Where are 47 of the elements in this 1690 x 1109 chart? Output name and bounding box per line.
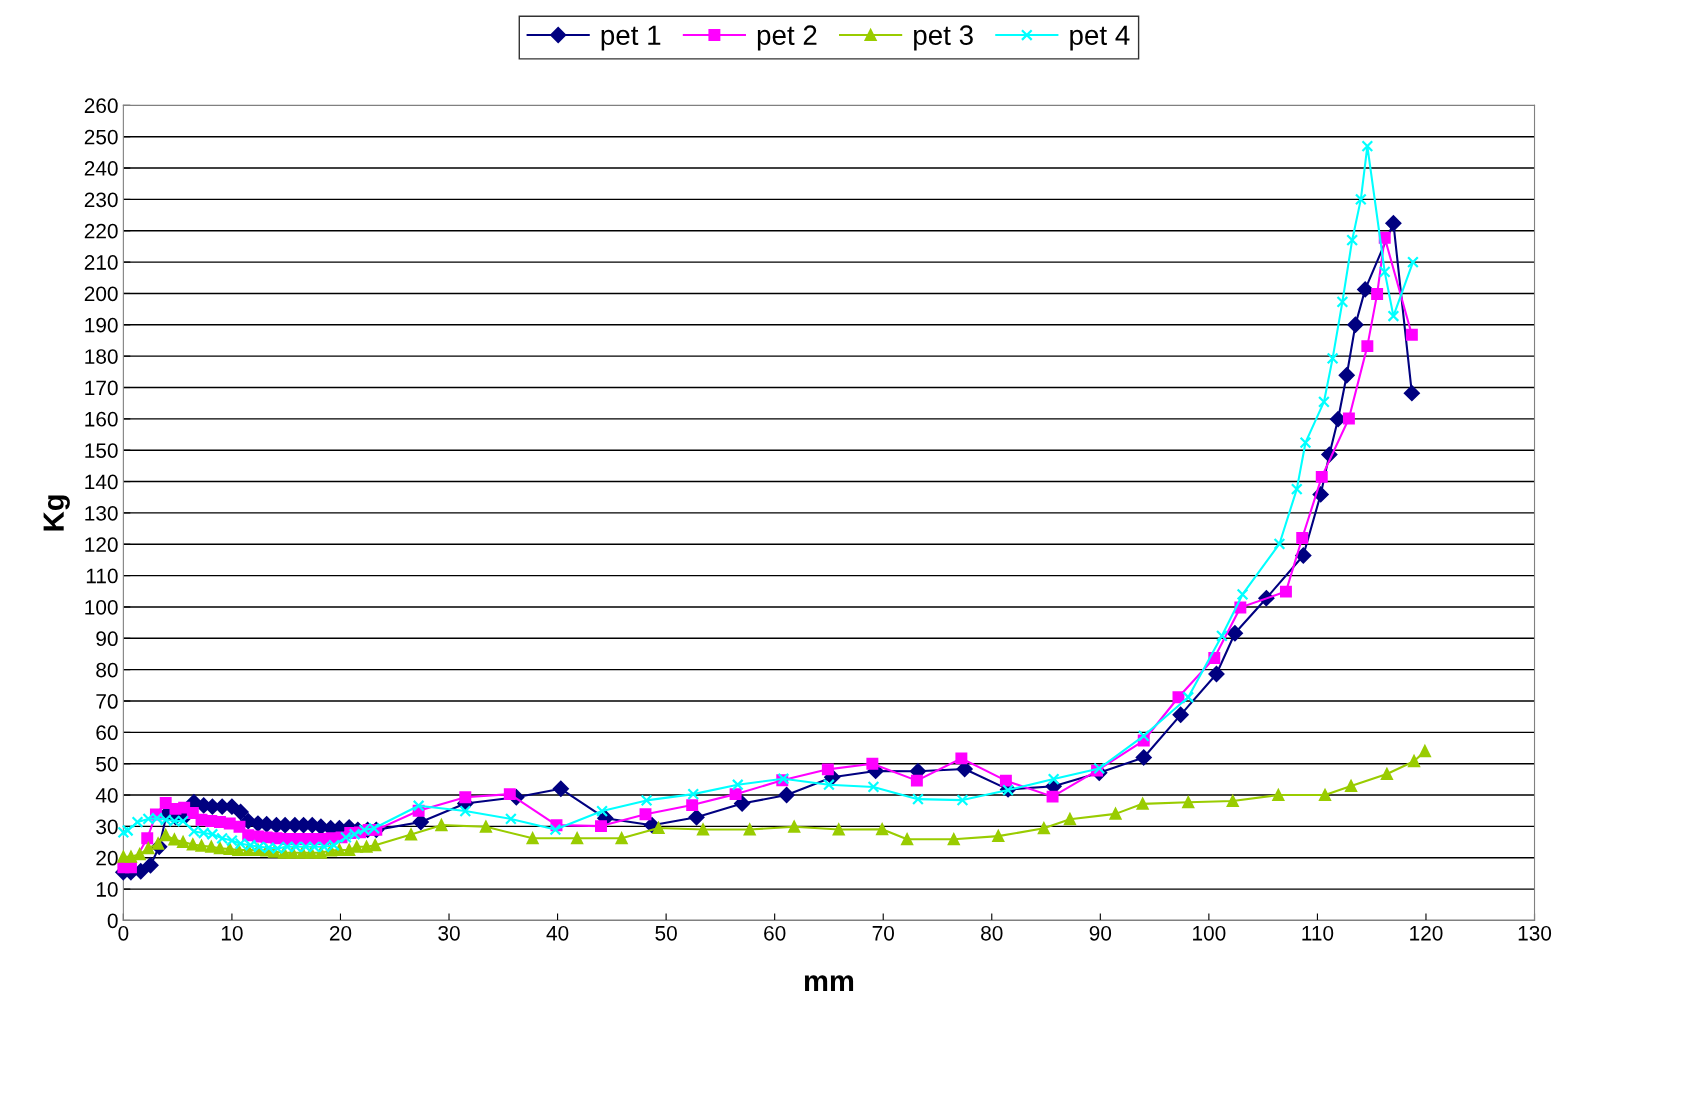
y-tick-label: 150 xyxy=(85,443,118,458)
x-tick-label: 80 xyxy=(981,925,1003,941)
y-tick-label: 230 xyxy=(84,192,118,208)
y-tick-label: 50 xyxy=(96,756,118,772)
y-tick-label: 110 xyxy=(86,568,118,584)
x-tick-label: 130 xyxy=(1518,925,1552,941)
y-tick-label: 170 xyxy=(85,380,118,396)
y-tick-label: 210 xyxy=(84,255,118,270)
y-tick-label: 200 xyxy=(84,286,118,302)
y-tick-label: 100 xyxy=(85,599,118,615)
x-tick-label: 120 xyxy=(1410,925,1443,941)
x-tick-label: 30 xyxy=(438,925,460,941)
y-tick-label: 180 xyxy=(85,349,118,364)
y-tick-label: 140 xyxy=(85,474,118,490)
y-tick-label: 10 xyxy=(96,882,118,897)
y-tick-label: 120 xyxy=(85,537,118,553)
y-tick-label: 30 xyxy=(96,819,118,835)
x-tick-label: 110 xyxy=(1302,925,1334,941)
y-tick-label: 160 xyxy=(85,411,118,427)
x-axis-title: mm xyxy=(804,975,854,991)
x-tick-label: 20 xyxy=(329,925,352,941)
x-tick-label: 60 xyxy=(764,925,786,941)
legend-label: pet 4 xyxy=(1070,25,1130,51)
y-tick-label: 40 xyxy=(95,788,118,803)
y-tick-label: 20 xyxy=(96,850,118,866)
y-tick-label: 80 xyxy=(96,662,118,678)
y-tick-label: 250 xyxy=(84,129,118,145)
y-tick-label: 130 xyxy=(85,505,118,521)
y-tick-label: 0 xyxy=(107,913,118,929)
y-tick-label: 220 xyxy=(84,223,118,239)
y-tick-label: 260 xyxy=(84,98,118,114)
legend-label: pet 1 xyxy=(601,25,661,51)
x-tick-label: 10 xyxy=(221,925,243,941)
x-tick-label: 100 xyxy=(1193,925,1226,941)
x-tick-label: 90 xyxy=(1089,925,1112,941)
y-tick-label: 70 xyxy=(96,694,118,709)
legend-label: pet 3 xyxy=(914,25,973,51)
y-tick-label: 240 xyxy=(84,161,118,176)
x-tick-label: 50 xyxy=(655,925,677,941)
y-axis-title: Kg xyxy=(43,495,70,531)
y-tick-label: 190 xyxy=(85,317,118,333)
x-tick-label: 40 xyxy=(546,925,569,941)
y-tick-label: 90 xyxy=(96,631,118,647)
y-tick-label: 60 xyxy=(96,725,118,741)
legend-label: pet 2 xyxy=(757,25,817,51)
x-tick-label: 0 xyxy=(118,925,129,941)
x-tick-label: 70 xyxy=(872,925,894,941)
